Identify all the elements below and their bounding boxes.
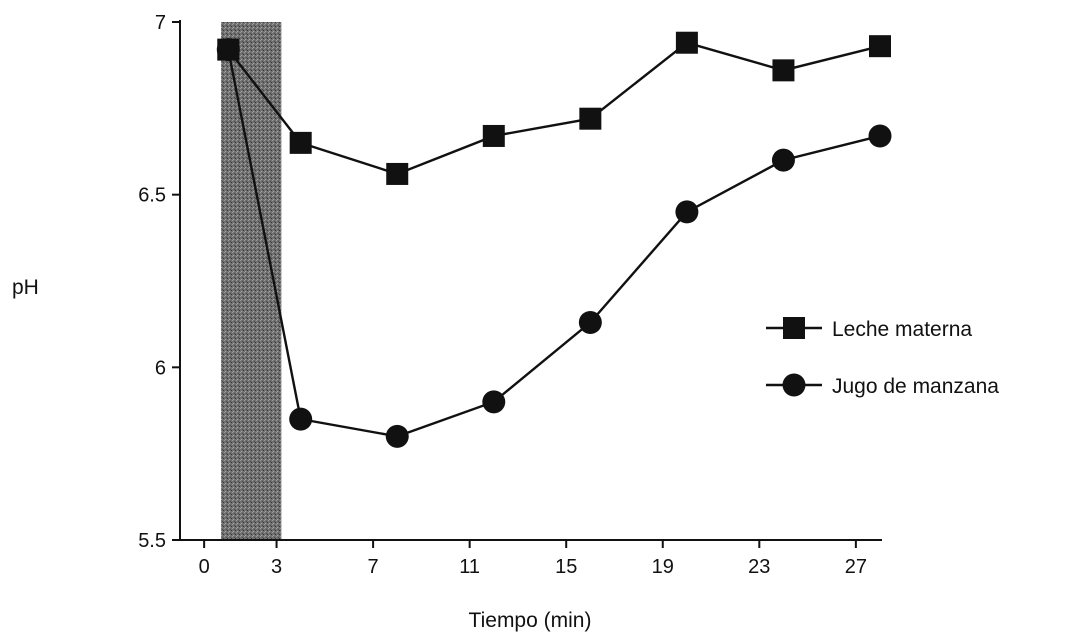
series-line [227,49,881,438]
y-tick-label: 5.5 [138,530,166,552]
series-jugo-de-manzana [216,38,892,448]
data-point-square [579,107,602,130]
y-axis-title: pH [12,276,39,299]
x-tick-label: 3 [271,556,282,578]
data-point-circle [578,310,602,334]
legend-label-leche-materna: Leche materna [832,318,972,341]
x-tick-label: 7 [368,556,379,578]
shaded-region [221,22,282,540]
data-point-circle [868,124,892,148]
data-point-circle [771,148,795,172]
data-point-circle [289,407,313,431]
x-tick-label: 27 [845,556,867,578]
y-tick-label: 6 [155,357,166,379]
legend-marker-jugo-de-manzana [782,373,806,397]
x-tick-label: 23 [748,556,770,578]
x-tick-label: 15 [555,556,577,578]
series-line [227,41,881,176]
y-tick-label: 6.5 [138,185,166,207]
series-layer [216,31,892,448]
y-tick-label: 7 [155,12,166,34]
data-point-square [482,124,505,147]
data-point-circle [482,390,506,414]
data-point-square [289,131,312,154]
data-point-circle [385,424,409,448]
data-point-square [386,162,409,185]
x-tick-label: 19 [652,556,674,578]
data-point-circle [216,38,240,62]
legend: Leche materna Jugo de manzana [766,317,999,398]
axes [179,20,882,541]
legend-label-jugo-de-manzana: Jugo de manzana [832,375,999,398]
x-tick-label: 11 [459,556,480,578]
x-tick-label: 0 [199,556,210,578]
data-point-square [675,31,698,54]
legend-marker-leche-materna [783,317,805,339]
x-axis-title: Tiempo (min) [469,609,592,632]
data-point-square [772,59,795,82]
data-point-square [869,35,891,58]
ticks: 5.5 6 6.5 7 0 3 7 11 15 19 23 27 [138,12,867,578]
data-point-circle [675,200,699,224]
